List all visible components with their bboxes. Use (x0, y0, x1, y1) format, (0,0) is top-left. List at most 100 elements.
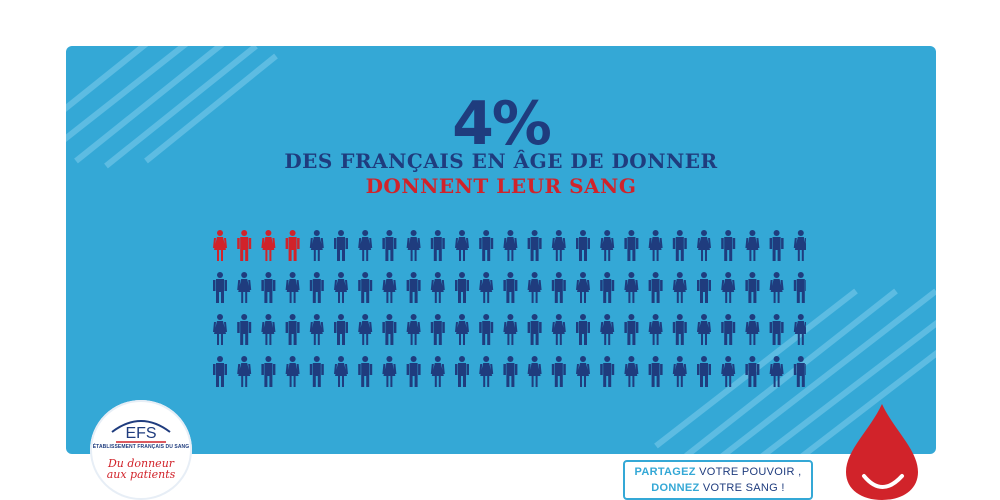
person-figure (576, 230, 590, 261)
person-figure (672, 230, 687, 261)
person-figure (479, 272, 494, 303)
person-figure (576, 314, 590, 345)
person-figure (527, 356, 542, 387)
person-figure (769, 230, 784, 261)
person-figure (309, 230, 324, 261)
person-figure (430, 272, 445, 303)
person-figure (382, 230, 397, 261)
stripe (720, 288, 936, 454)
person-figure (769, 272, 784, 303)
person-figure (648, 356, 663, 387)
person-figure (576, 272, 590, 303)
person-figure (455, 314, 469, 345)
person-figure (527, 314, 542, 345)
stat-caption-line1: DES FRANÇAIS EN ÂGE DE DONNER (284, 149, 718, 173)
person-figure (213, 272, 227, 303)
person-figure (697, 272, 711, 303)
person-figure (358, 272, 373, 303)
person-figure (334, 356, 348, 387)
person-figure (672, 356, 687, 387)
logo-slogan-line2: aux patients (106, 468, 176, 481)
person-figure (745, 356, 760, 387)
efs-logo-mark: EFS (111, 420, 171, 443)
person-figure (309, 356, 324, 387)
person-figure (406, 314, 421, 345)
person-figure (697, 314, 711, 345)
person-figure (309, 314, 324, 345)
person-figure (745, 230, 760, 261)
person-figure (358, 356, 373, 387)
person-figure (769, 314, 784, 345)
person-figure (430, 314, 445, 345)
share-callout: PARTAGEZ VOTRE POUVOIR , DONNEZ VOTRE SA… (623, 460, 813, 500)
person-figure (285, 314, 300, 345)
person-figure (358, 230, 373, 261)
person-figure (406, 356, 421, 387)
share-line2-bold: DONNEZ (651, 482, 700, 494)
person-figure (479, 314, 494, 345)
person-figure (672, 314, 687, 345)
person-figure (600, 230, 615, 261)
person-figure (285, 356, 300, 387)
share-line1-bold: PARTAGEZ (634, 466, 696, 478)
person-figure (503, 230, 518, 261)
logo-slogan-line1: Du donneur (107, 457, 175, 470)
person-figure (697, 356, 711, 387)
person-figure (430, 230, 445, 261)
person-figure (721, 314, 736, 345)
person-figure (793, 314, 806, 345)
person-figure (551, 356, 566, 387)
logo-name: EFS (125, 425, 156, 442)
person-figure (358, 314, 373, 345)
stripe (66, 46, 189, 142)
person-figure (697, 230, 711, 261)
person-figure (479, 356, 494, 387)
stripe (144, 53, 278, 164)
person-figure (721, 230, 736, 261)
person-figure (285, 230, 300, 261)
person-figure (624, 230, 639, 261)
person-figure (551, 230, 566, 261)
person-figure (455, 356, 469, 387)
person-figure (261, 356, 276, 387)
person-figure (745, 272, 760, 303)
person-figure (237, 272, 252, 303)
person-figure (551, 314, 566, 345)
person-figure (721, 356, 736, 387)
share-line1: PARTAGEZ VOTRE POUVOIR , (625, 466, 811, 478)
person-figure (430, 356, 445, 387)
blood-drop-icon (846, 404, 918, 500)
stat-percentage: 4% (452, 89, 552, 159)
person-figure (600, 272, 615, 303)
person-figure (261, 272, 276, 303)
person-figure (213, 356, 227, 387)
person-figure (721, 272, 736, 303)
person-figure (503, 314, 518, 345)
person-figure (793, 272, 806, 303)
person-figure (237, 356, 252, 387)
person-figure (769, 356, 784, 387)
stripe (74, 46, 225, 164)
person-figure (334, 230, 348, 261)
person-figure (334, 314, 348, 345)
person-figure (382, 314, 397, 345)
person-figure (624, 314, 639, 345)
person-figure (261, 314, 276, 345)
stripe (104, 46, 258, 169)
share-line2: DONNEZ VOTRE SANG ! (625, 482, 811, 494)
person-figure (309, 272, 324, 303)
person-figure (455, 272, 469, 303)
person-figure (793, 230, 806, 261)
person-figure (237, 230, 252, 261)
person-figure (648, 272, 663, 303)
person-figure (551, 272, 566, 303)
person-figure (624, 272, 639, 303)
person-figure (503, 272, 518, 303)
stripe (760, 319, 936, 454)
person-figure (600, 314, 615, 345)
person-figure (503, 356, 518, 387)
person-figure (648, 230, 663, 261)
people-grid (213, 230, 806, 387)
person-figure (285, 272, 300, 303)
person-figure (672, 272, 687, 303)
